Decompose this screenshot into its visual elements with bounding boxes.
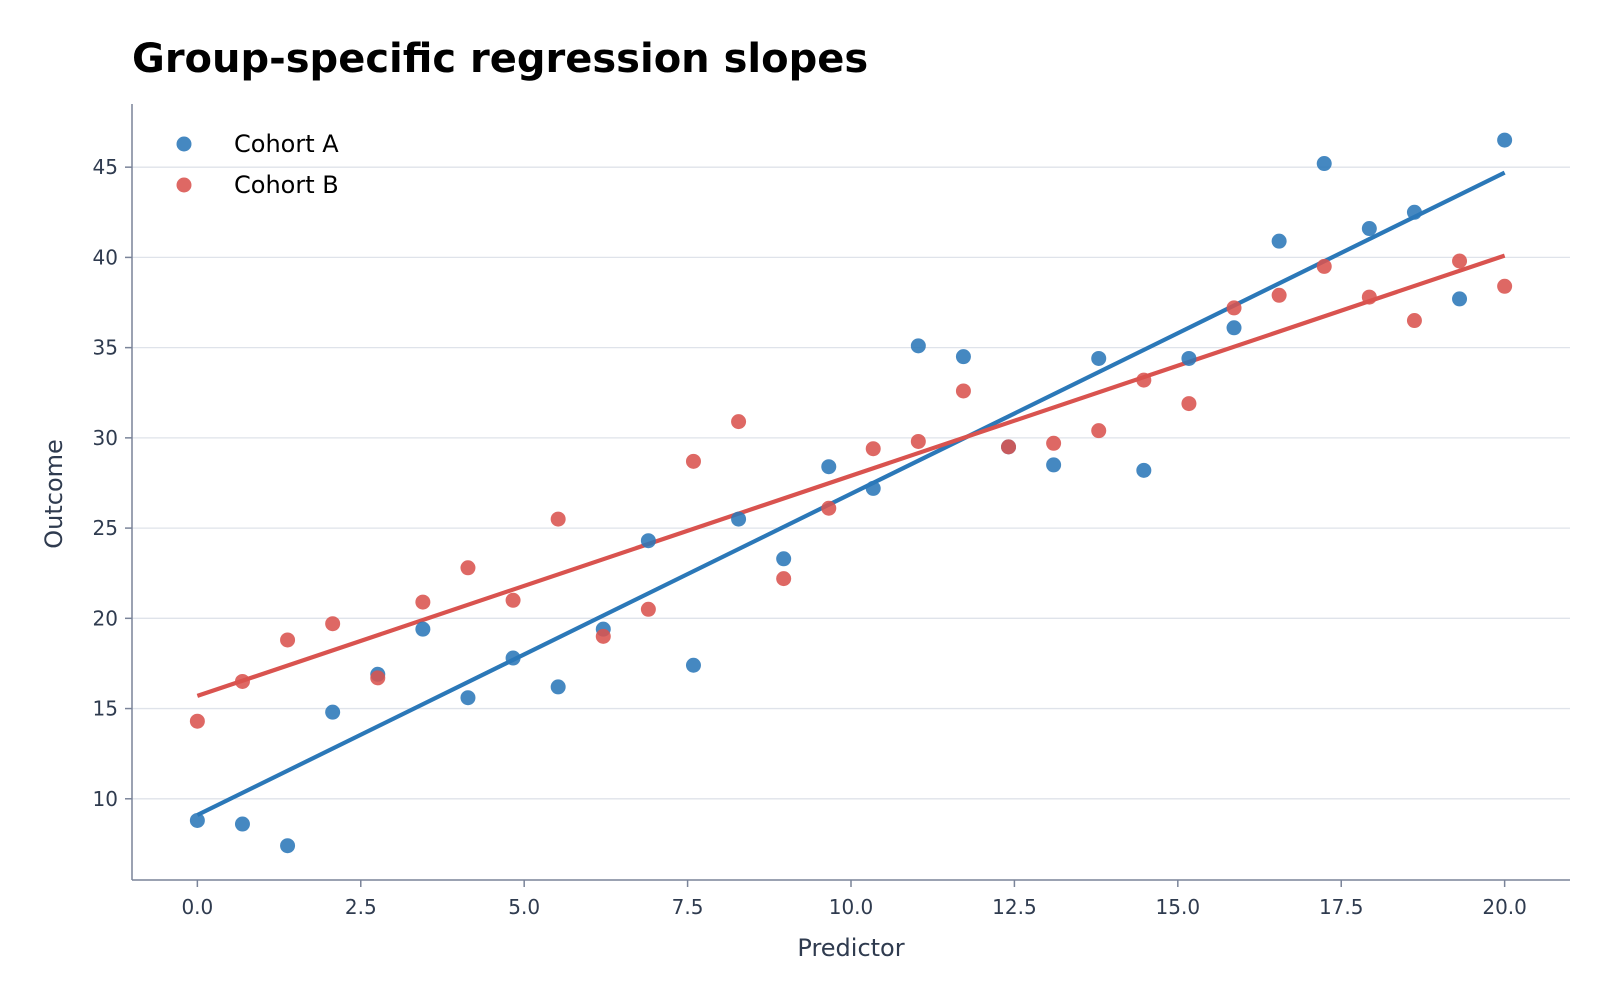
cohort-b-point xyxy=(550,511,566,527)
cohort-b-point xyxy=(1497,278,1513,294)
cohort-a-point xyxy=(189,812,205,828)
cohort-b-point xyxy=(505,592,521,608)
cohort-b-point xyxy=(685,453,701,469)
cohort-a-point xyxy=(505,650,521,666)
cohort-a-point xyxy=(1046,457,1062,473)
cohort-b-point xyxy=(1046,435,1062,451)
cohort-a-point xyxy=(685,657,701,673)
cohort-a-regression-line xyxy=(196,170,1506,817)
cohort-b-point xyxy=(1136,372,1152,388)
regression-lines xyxy=(196,170,1506,817)
cohort-a-legend-marker xyxy=(176,136,192,152)
x-tick-label: 12.5 xyxy=(992,895,1037,919)
cohort-b-point xyxy=(731,414,747,430)
cohort-b-point xyxy=(776,571,792,587)
cohort-b-point xyxy=(234,673,250,689)
cohort-a-point xyxy=(640,533,656,549)
x-tick-label: 5.0 xyxy=(508,895,540,919)
axes: 10 15 20 25 30 35 40 45 0.0 2.5 5.0 7.5 10.0 12.5 15.0… xyxy=(93,104,1570,919)
cohort-b-point xyxy=(865,441,881,457)
cohort-a-point xyxy=(234,816,250,832)
cohort-a-point xyxy=(1136,462,1152,478)
cohort-b-point xyxy=(1181,396,1197,412)
cohort-b-point xyxy=(1226,300,1242,316)
cohort-a-point xyxy=(865,480,881,496)
cohort-b-point xyxy=(325,616,341,632)
cohort-a-point xyxy=(1226,320,1242,336)
cohort-a-point xyxy=(1452,291,1468,307)
y-tick-label: 20 xyxy=(93,606,118,630)
cohort-a-point xyxy=(1091,350,1107,366)
x-tick-label: 20.0 xyxy=(1482,895,1527,919)
cohort-a-point xyxy=(415,621,431,637)
cohort-b-point xyxy=(595,628,611,644)
cohort-a-point xyxy=(910,338,926,354)
x-tick-label: 17.5 xyxy=(1319,895,1364,919)
cohort-a-point xyxy=(776,551,792,567)
x-tick-label: 10.0 xyxy=(829,895,874,919)
y-axis-label: Outcome xyxy=(40,439,68,549)
x-tick-label: 7.5 xyxy=(672,895,704,919)
y-tick-label: 40 xyxy=(93,245,118,269)
chart-title: Group-specific regression slopes xyxy=(132,36,868,82)
cohort-b-point xyxy=(1001,439,1017,455)
cohort-b-point xyxy=(415,594,431,610)
cohort-a-point xyxy=(1406,204,1422,220)
x-tick-label: 2.5 xyxy=(345,895,377,919)
cohort-b-legend-label: Cohort B xyxy=(234,171,339,199)
cohort-a-point xyxy=(955,349,971,365)
cohort-a-point xyxy=(821,459,837,475)
y-tick-label: 45 xyxy=(93,155,118,179)
y-tick-label: 35 xyxy=(93,336,118,360)
cohort-b-point xyxy=(280,632,296,648)
cohort-b-point xyxy=(955,383,971,399)
cohort-b-point xyxy=(460,560,476,576)
cohort-b-point xyxy=(910,433,926,449)
y-tick-label: 10 xyxy=(93,787,118,811)
y-tick-label: 25 xyxy=(93,516,118,540)
cohort-b-point xyxy=(189,713,205,729)
cohort-a-point xyxy=(325,704,341,720)
cohort-b-point xyxy=(1361,289,1377,305)
cohort-b-legend-marker xyxy=(176,177,192,193)
cohort-a-point xyxy=(1497,132,1513,148)
cohort-a-point xyxy=(1361,221,1377,237)
cohort-a-point xyxy=(1271,233,1287,249)
data-points xyxy=(189,132,1513,854)
gridlines xyxy=(132,166,1570,800)
cohort-a-point xyxy=(731,511,747,527)
legend: Cohort A Cohort B xyxy=(176,130,339,199)
x-tick-label: 15.0 xyxy=(1156,895,1201,919)
cohort-b-regression-line xyxy=(196,253,1506,698)
cohort-b-point xyxy=(1271,287,1287,303)
cohort-b-point xyxy=(1406,313,1422,329)
y-tick-label: 30 xyxy=(93,426,118,450)
cohort-a-legend-label: Cohort A xyxy=(234,130,339,158)
x-tick-label: 0.0 xyxy=(181,895,213,919)
cohort-b-point xyxy=(640,601,656,617)
cohort-a-point xyxy=(460,690,476,706)
cohort-a-point xyxy=(1316,156,1332,172)
cohort-a-point xyxy=(280,838,296,854)
cohort-b-point xyxy=(370,670,386,686)
cohort-a-point xyxy=(1181,350,1197,366)
x-axis-label: Predictor xyxy=(797,934,904,962)
cohort-b-point xyxy=(1091,423,1107,439)
y-tick-label: 15 xyxy=(93,697,118,721)
cohort-b-point xyxy=(1316,258,1332,274)
cohort-a-point xyxy=(550,679,566,695)
cohort-b-point xyxy=(1452,253,1468,269)
cohort-b-point xyxy=(821,500,837,516)
